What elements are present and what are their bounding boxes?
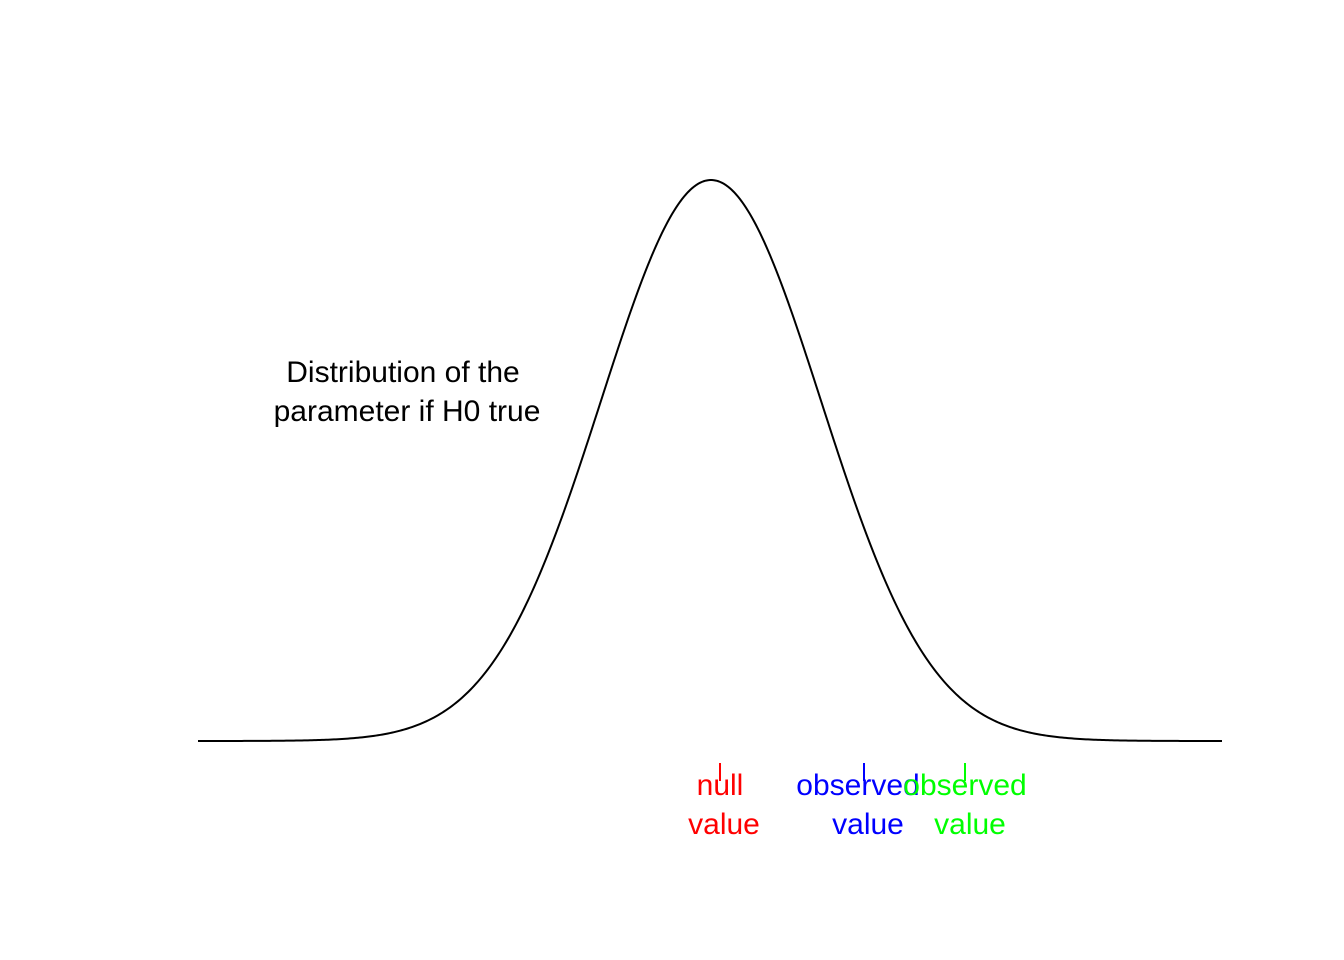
observed-value-label-green-line-2: value [934,808,1006,841]
distribution-annotation-line-2: parameter if H0 true [274,395,541,428]
null-value-marker: null value [688,763,760,841]
observed-value-label-green-line-1: observed [903,769,1026,802]
distribution-annotation-line-1: Distribution of the [286,356,519,389]
observed-value-label-blue-line-2: value [832,808,904,841]
null-value-label-line-1: null [697,769,744,802]
observed-value-marker-green: observed value [903,763,1027,841]
observed-value-label-blue-line-1: observed [796,769,919,802]
null-distribution-curve [198,179,1222,742]
null-value-label-line-2: value [688,808,760,841]
observed-value-marker-blue: observed value [796,763,920,841]
